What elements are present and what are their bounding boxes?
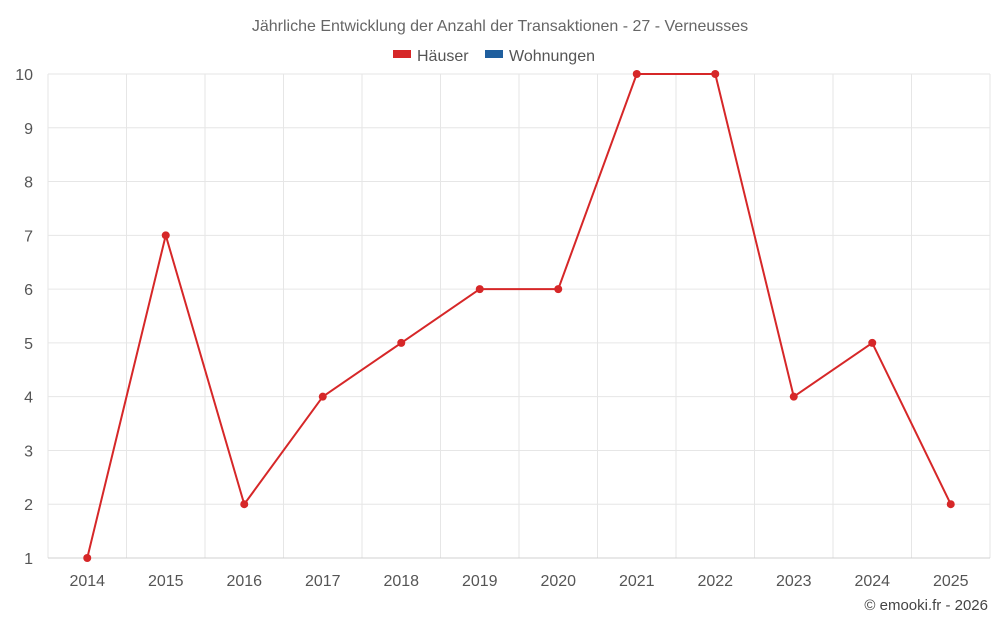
x-tick-label: 2022 — [697, 573, 733, 590]
x-tick-label: 2019 — [462, 573, 498, 590]
y-tick-label: 10 — [15, 67, 33, 84]
y-tick-label: 8 — [24, 175, 33, 192]
legend-swatch-haeuser — [393, 50, 411, 58]
data-point-2020[interactable] — [554, 285, 563, 294]
credit-text: © emooki.fr - 2026 — [864, 597, 988, 614]
data-point-2014[interactable] — [83, 554, 92, 562]
data-point-2018[interactable] — [397, 338, 406, 347]
y-tick-label: 3 — [24, 443, 33, 460]
y-tick-label: 1 — [24, 551, 33, 568]
y-tick-label: 6 — [24, 282, 33, 299]
data-point-2025[interactable] — [946, 500, 955, 509]
chart-title: Jährliche Entwicklung der Anzahl der Tra… — [252, 18, 748, 35]
data-point-2016[interactable] — [240, 500, 249, 509]
legend: Häuser Wohnungen — [393, 48, 595, 65]
x-tick-label: 2018 — [383, 573, 419, 590]
legend-swatch-wohnungen — [485, 50, 503, 58]
x-axis-ticks: 2014 2015 2016 2017 2018 2019 2020 2021 2022 2023… — [69, 573, 968, 590]
legend-label-wohnungen[interactable]: Wohnungen — [509, 48, 595, 65]
x-tick-label: 2017 — [305, 573, 341, 590]
x-tick-label: 2014 — [69, 573, 105, 590]
x-tick-label: 2024 — [854, 573, 890, 590]
x-tick-label: 2023 — [776, 573, 812, 590]
y-tick-label: 9 — [24, 121, 33, 138]
x-tick-label: 2016 — [226, 573, 262, 590]
series-line-0 — [86, 73, 952, 559]
data-point-2015[interactable] — [161, 231, 170, 240]
x-tick-label: 2025 — [933, 573, 969, 590]
data-point-2022[interactable] — [711, 70, 720, 78]
x-tick-label: 2015 — [148, 573, 184, 590]
y-tick-label: 4 — [24, 390, 33, 407]
x-tick-label: 2020 — [540, 573, 576, 590]
y-tick-label: 7 — [24, 228, 33, 245]
y-tick-label: 5 — [24, 336, 33, 353]
y-axis-ticks: 1 2 3 4 5 6 7 8 9 10 — [15, 67, 33, 568]
data-point-2023[interactable] — [789, 392, 798, 401]
data-point-2017[interactable] — [318, 392, 327, 401]
x-tick-label: 2021 — [619, 573, 655, 590]
data-point-2021[interactable] — [632, 70, 641, 78]
legend-label-haeuser[interactable]: Häuser — [417, 48, 469, 65]
grid-lines — [47, 73, 991, 559]
data-point-2019[interactable] — [475, 285, 484, 294]
y-tick-label: 2 — [24, 497, 33, 514]
data-point-2024[interactable] — [868, 338, 877, 347]
series-layer — [83, 70, 955, 562]
